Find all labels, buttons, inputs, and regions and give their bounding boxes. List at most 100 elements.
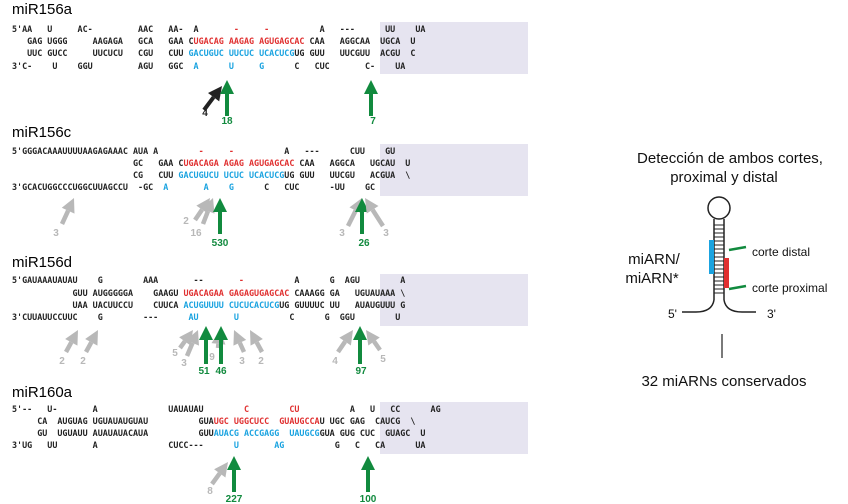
sequence-segment: 5'GAUAAAUAUAU G AAA -- xyxy=(12,275,239,285)
sequence-row: 3'CUUAUUCCUUC G --- AU U C G GGU U xyxy=(12,312,400,322)
read-count: 3 xyxy=(339,228,345,239)
sequence-segment: CAAAGG GA UGUAUAAA \ xyxy=(289,288,405,298)
panel-title: miR156d xyxy=(12,254,72,271)
sequence-segment: A U CC AG xyxy=(299,404,440,414)
sequence-segment: CG CUU xyxy=(12,170,178,180)
mirna-label: miARN/ xyxy=(628,251,680,268)
read-count: 2 xyxy=(258,356,264,367)
mirna-star-label: miARN* xyxy=(625,270,678,287)
mirna-segment: C xyxy=(244,404,249,414)
proximal-cut-marker xyxy=(728,284,747,291)
cleavage-arrow xyxy=(250,330,264,354)
sequence-segment: UG GUU UUCGUU ACGU C xyxy=(294,48,415,58)
panel-title: miR160a xyxy=(12,384,73,401)
legend-heading: Detección de ambos cortes, xyxy=(637,150,823,167)
panel-title: miR156a xyxy=(12,1,73,18)
loop-shade xyxy=(380,274,528,326)
sequence-segment xyxy=(239,440,274,450)
mirna-segment: UGACAGA AGAG AGUGAGCAC xyxy=(183,158,294,168)
sequence-segment: 3'C- U GGU AGU GGC xyxy=(12,61,194,71)
sequence-row: 5'-- U- A UAUAUAU C CU A U CC AG xyxy=(12,404,441,414)
read-count: 16 xyxy=(190,228,202,239)
sequence-row: CG CUU GACUGUCU UCUC UCACUCGUG GUU UUCGU… xyxy=(12,170,410,180)
read-count: 46 xyxy=(215,366,227,377)
read-count: 2 xyxy=(59,356,65,367)
cleavage-arrow xyxy=(210,462,228,486)
mirna-star-segment: G xyxy=(259,61,264,71)
sequence-row: 3'GCACUGGCCCUGGCUUAGCCU -GC A A G C CUC … xyxy=(12,182,375,192)
cleavage-arrow xyxy=(84,330,98,354)
sequence-segment xyxy=(249,404,289,414)
five-prime-label: 5' xyxy=(668,307,677,321)
sequence-segment: 5'GGGACAAAUUUUAAGAGAAAC AUA A xyxy=(12,146,199,156)
panel-mir156a: miR156a 5'AA U AC- AAC AA- A - - A --- UU… xyxy=(12,1,528,127)
read-count: 2 xyxy=(183,216,189,227)
sequence-row: UUC GUCC UUCUCU CGU CUU GACUGUC UUCUC UC… xyxy=(12,48,415,58)
sequence-segment: GAG UGGG AAGAGA GCA GAA C xyxy=(12,36,194,46)
sequence-segment: UG GUUUUC UU AUAUGUUU G xyxy=(279,300,405,310)
mirna-segment: - xyxy=(234,24,239,34)
read-count: 227 xyxy=(226,494,243,504)
mirna-star-segment: A xyxy=(194,61,199,71)
sequence-segment: UUC GUCC UUCUCU CGU CUU xyxy=(12,48,188,58)
sequence-segment: 3'CUUAUUCCUUC G --- xyxy=(12,312,188,322)
cleavage-arrow xyxy=(361,456,375,492)
sequence-segment: 3'UG UU A CUCC--- xyxy=(12,440,234,450)
cleavage-arrow xyxy=(353,326,367,364)
read-count: 3 xyxy=(239,356,245,367)
mirna-segment: - xyxy=(229,146,234,156)
cleavage-arrow xyxy=(213,198,227,234)
sequence-row: UAA UACUUCCU CUUCA ACUGUUUU CUCUCACUCGUG… xyxy=(12,300,405,310)
sequence-segment: CAA AGGCAA UGCA U xyxy=(304,36,415,46)
three-prime-label: 3' xyxy=(767,307,776,321)
sequence-segment xyxy=(168,182,203,192)
cleavage-arrow xyxy=(214,326,228,364)
sequence-segment: A --- UU UA xyxy=(269,24,425,34)
proximal-label: corte proximal xyxy=(752,281,827,295)
cleavage-arrow xyxy=(365,198,385,228)
sequence-segment: CAA AGGCA UGCAU U xyxy=(294,158,410,168)
sequence-segment xyxy=(204,146,229,156)
cleavage-arrow xyxy=(200,198,215,225)
mirna-star-segment: AG xyxy=(274,440,284,450)
cleavage-arrow xyxy=(233,330,247,353)
read-count: 3 xyxy=(383,228,389,239)
sequence-segment xyxy=(199,61,229,71)
sequence-row: GC GAA CUGACAGA AGAG AGUGAGCAC CAA AGGCA… xyxy=(12,158,410,168)
sequence-segment: CA AUGUAG UGUAUAUGUAU GUA xyxy=(12,416,214,426)
mirna-star-segment: A xyxy=(163,182,168,192)
cleavage-arrow xyxy=(364,80,378,116)
sequence-row: GUU AUGGGGGA GAAGU UGACAGAA GAGAGUGAGCAC… xyxy=(12,288,405,298)
sequence-segment: GU UGUAUU AUAUAUACAUA GUU xyxy=(12,428,214,438)
distal-cut-marker xyxy=(728,245,747,252)
cleavage-arrow xyxy=(366,330,382,352)
read-count: 100 xyxy=(360,494,377,504)
mirna-star-segment: AU xyxy=(188,312,198,322)
mirna-segment: UGACAGAA GAGAGUGAGCAC xyxy=(183,288,289,298)
read-count: 9 xyxy=(209,352,215,363)
sequence-segment: C G GGU U xyxy=(239,312,400,322)
mirna-bar xyxy=(724,258,729,288)
loop-shade xyxy=(380,22,528,74)
sequence-row: 3'C- U GGU AGU GGC A U G C CUC C- UA xyxy=(12,61,405,71)
mirna-segment: - xyxy=(264,24,269,34)
mirna-star-segment: U xyxy=(234,312,239,322)
read-count: 8 xyxy=(207,486,213,497)
sequence-row: 5'GGGACAAAUUUUAAGAGAAAC AUA A - - A --- … xyxy=(12,146,395,156)
read-count: 3 xyxy=(181,358,187,369)
sequence-segment: A G AGU A xyxy=(244,275,405,285)
mirna-star-segment: U xyxy=(234,440,239,450)
sequence-segment xyxy=(239,24,264,34)
sequence-segment: GUU AUGGGGGA GAAGU xyxy=(12,288,183,298)
mirna-segment: - xyxy=(199,146,204,156)
mirna-segment: UGC UGGCUCC GUAUGCCA xyxy=(214,416,320,426)
mirna-star-bar xyxy=(709,240,714,274)
sequence-row: GU UGUAUU AUAUAUACAUA GUUAUACG ACCGAGG U… xyxy=(12,428,425,438)
panel-title: miR156c xyxy=(12,124,72,141)
cleavage-arrow xyxy=(336,330,353,354)
sequence-row: 5'AA U AC- AAC AA- A - - A --- UU UA xyxy=(12,24,425,34)
read-count: 530 xyxy=(212,238,229,249)
